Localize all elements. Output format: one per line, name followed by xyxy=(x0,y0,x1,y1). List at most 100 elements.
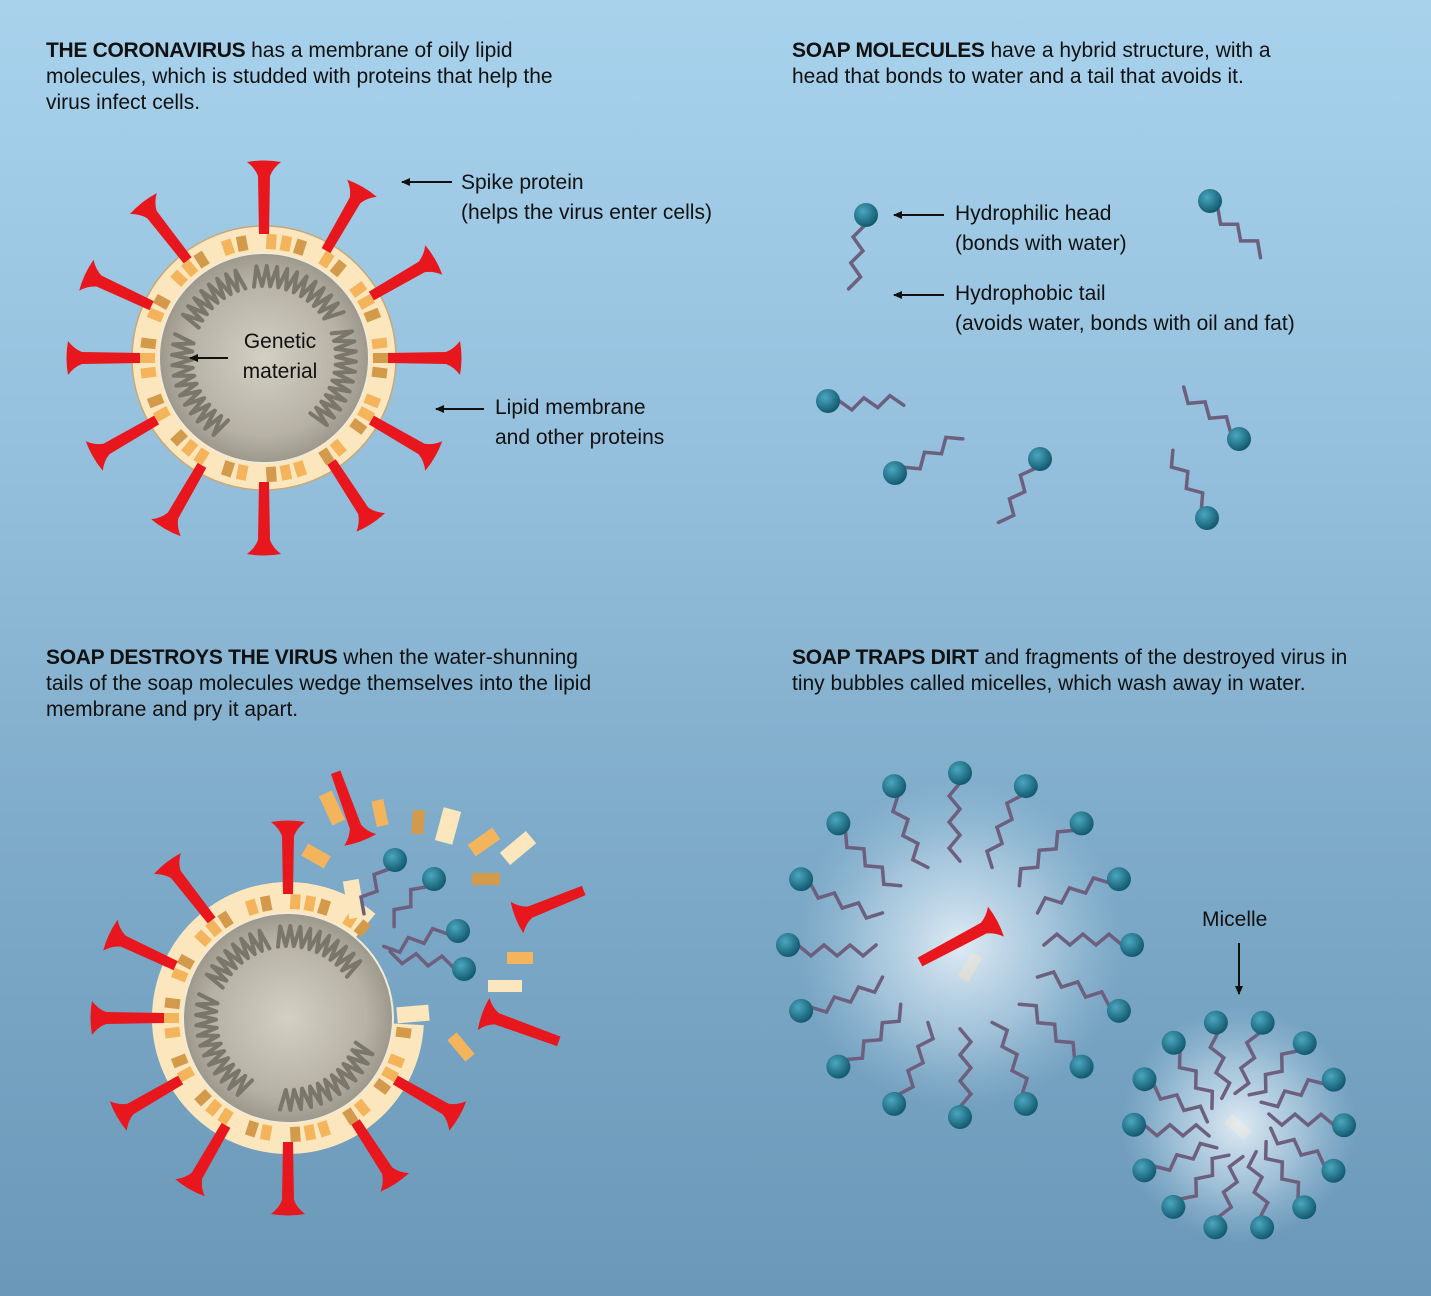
membrane-segment xyxy=(160,281,179,298)
soap-head xyxy=(1161,1194,1186,1219)
soap-tail xyxy=(1215,205,1263,260)
soap-tail xyxy=(957,1027,974,1109)
caption-coronavirus-text: has a membrane of oily lipid molecules, … xyxy=(46,39,553,114)
membrane-segment xyxy=(220,238,236,256)
soap-tail xyxy=(1263,1139,1301,1202)
membrane-segment xyxy=(329,438,347,457)
soap-tail xyxy=(1259,1077,1327,1109)
membrane-segment xyxy=(170,967,189,983)
label-genetic-material: Genetic material xyxy=(230,327,330,387)
soap-head xyxy=(1198,189,1222,213)
caption-soap-destroys-heading: SOAP DESTROYS THE VIRUS xyxy=(46,646,338,669)
spike-protein xyxy=(153,853,216,924)
membrane-segment xyxy=(368,380,386,394)
membrane-fragment xyxy=(301,843,331,869)
membrane-segment xyxy=(251,233,263,250)
genetic-material-strand xyxy=(308,329,358,428)
spike-protein xyxy=(247,160,281,234)
membrane-fragment xyxy=(499,830,537,866)
soap-head xyxy=(1013,774,1038,799)
soap-tail xyxy=(946,781,963,863)
caption-soap-molecules-text: have a hybrid structure, with a head tha… xyxy=(792,39,1271,88)
membrane-segment xyxy=(265,233,277,250)
callout-arrows xyxy=(189,178,1243,995)
membrane-segment xyxy=(152,406,171,423)
membrane-fragment xyxy=(434,807,462,845)
membrane-segment xyxy=(381,1066,400,1083)
membrane-segment xyxy=(259,1124,273,1141)
caption-soap-traps-heading: SOAP TRAPS DIRT xyxy=(792,646,979,669)
spike-protein xyxy=(103,919,178,971)
membrane-segment xyxy=(194,929,212,948)
spike-protein xyxy=(351,1119,410,1192)
soap-head xyxy=(422,867,446,891)
membrane-broken-end xyxy=(342,878,366,920)
membrane-segment xyxy=(316,1120,332,1138)
membrane-segment xyxy=(340,269,358,288)
membrane-segment xyxy=(235,235,249,252)
membrane-segment xyxy=(244,898,260,916)
soap-tail xyxy=(1215,1154,1245,1220)
membrane-segment xyxy=(353,919,371,938)
soap-head xyxy=(854,203,878,227)
soap-tail xyxy=(1247,1049,1301,1097)
membrane-segment xyxy=(318,250,335,269)
soap-head xyxy=(1069,1054,1094,1079)
label-spike-line1: Spike protein xyxy=(461,171,584,194)
soap-tail xyxy=(901,435,965,471)
membrane-segment xyxy=(357,406,376,423)
label-head-line2: (bonds with water) xyxy=(955,232,1127,255)
caption-coronavirus-heading: THE CORONAVIRUS xyxy=(46,39,246,62)
trapped-spike-protein xyxy=(917,906,1004,967)
membrane-segment xyxy=(349,281,368,298)
membrane-segment xyxy=(244,1120,260,1138)
membrane-segment xyxy=(340,428,358,447)
membrane-segment xyxy=(193,250,210,269)
soap-tail xyxy=(1246,1149,1270,1220)
soap-head xyxy=(882,774,907,799)
genetic-material-strand xyxy=(170,332,230,437)
soap-tail xyxy=(808,975,885,1015)
soap-head xyxy=(1331,1113,1356,1138)
spike-protein xyxy=(151,462,207,537)
spike-protein xyxy=(66,341,140,375)
membrane-segment xyxy=(184,941,203,958)
membrane-segment xyxy=(318,447,335,466)
membrane-segment xyxy=(368,322,386,336)
label-hydrophobic-tail: Hydrophobic tail (avoids water, bonds wi… xyxy=(955,279,1295,339)
membrane-segment xyxy=(206,454,223,473)
spike-protein xyxy=(388,341,462,375)
membrane-segment xyxy=(387,1053,406,1069)
label-micelle: Micelle xyxy=(1202,905,1267,935)
membrane-broken-end xyxy=(396,1004,430,1024)
caption-soap-molecules: SOAP MOLECULES have a hybrid structure, … xyxy=(792,38,1312,90)
membrane-segment xyxy=(395,1026,412,1039)
membrane-segment xyxy=(164,1026,181,1039)
spike-protein xyxy=(368,415,443,471)
broken-coronavirus xyxy=(90,770,1252,1216)
caption-coronavirus: THE CORONAVIRUS has a membrane of oily l… xyxy=(46,38,586,116)
caption-soap-traps-text: and fragments of the destroyed virus in … xyxy=(792,646,1348,695)
membrane-segment xyxy=(329,259,347,278)
membrane-segment xyxy=(289,893,301,910)
caption-soap-destroys-text: when the water-shunning tails of the soa… xyxy=(46,646,592,721)
membrane-segment xyxy=(371,337,388,350)
soap-tail xyxy=(846,223,867,291)
membrane-segment xyxy=(140,337,157,350)
label-tail-line2: (avoids water, bonds with oil and fat) xyxy=(955,312,1295,335)
label-spike-line2: (helps the virus enter cells) xyxy=(461,201,712,224)
membrane-segment xyxy=(305,454,322,473)
membrane-segment xyxy=(146,393,165,409)
membrane-segment xyxy=(206,243,223,262)
membrane-segment xyxy=(220,460,236,478)
genetic-material-strand xyxy=(252,264,346,321)
soap-head xyxy=(1132,1067,1157,1092)
soap-head xyxy=(1321,1158,1346,1183)
spike-protein xyxy=(85,415,160,471)
membrane-segment xyxy=(181,259,199,278)
soap-tail xyxy=(1177,1153,1231,1201)
micelles-group xyxy=(776,761,1357,1243)
label-lipid-line1: Lipid membrane xyxy=(495,396,646,419)
soap-head xyxy=(1250,1215,1275,1240)
soap-tail xyxy=(1151,1081,1210,1124)
